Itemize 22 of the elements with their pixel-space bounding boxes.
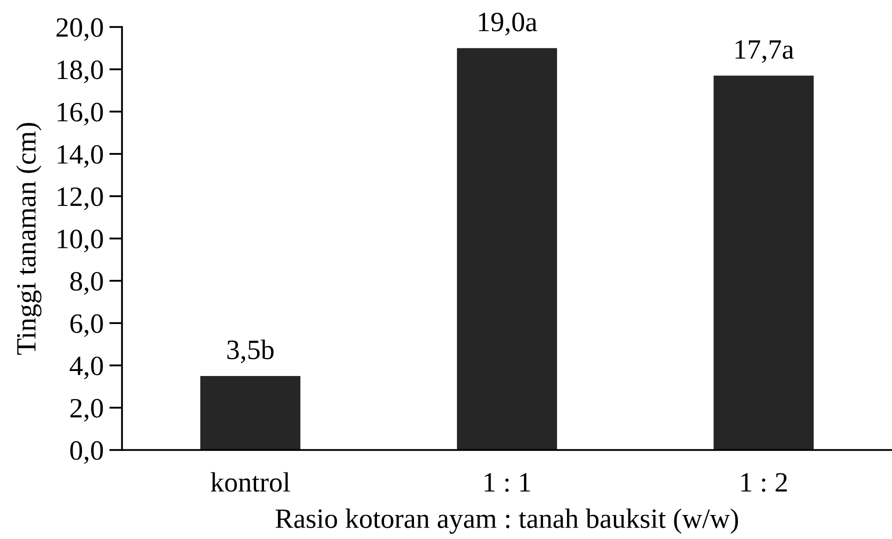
- data-label: 3,5b: [227, 340, 274, 364]
- data-label: 19,0a: [478, 12, 538, 36]
- bar: [200, 376, 300, 450]
- x-tick-label: 1 : 2: [741, 473, 787, 492]
- y-tick-label: 14,0: [58, 145, 103, 168]
- data-label: 17,7a: [736, 40, 794, 63]
- x-axis-title: Rasio kotoran ayam : tanah bauksit (w/w): [276, 508, 738, 534]
- y-tick-label: 6,0: [70, 314, 103, 338]
- bar: [456, 48, 558, 450]
- x-tick-label: kontrol: [210, 472, 290, 492]
- y-tick-label: 18,0: [58, 60, 103, 84]
- y-tick-label: 0,0: [70, 441, 103, 464]
- y-tick-label: 10,0: [58, 230, 103, 252]
- y-tick-label: 8,0: [70, 272, 103, 295]
- y-tick-label: 4,0: [70, 356, 103, 380]
- y-axis-title: Tinggi tanaman (cm): [16, 122, 42, 355]
- y-tick-label: 12,0: [58, 187, 103, 210]
- bar: [714, 76, 814, 450]
- y-tick-label: 20,0: [56, 18, 103, 41]
- x-tick-label: 1 : 1: [484, 473, 530, 492]
- y-tick-label: 2,0: [70, 398, 103, 422]
- y-tick-label: 16,0: [58, 102, 103, 126]
